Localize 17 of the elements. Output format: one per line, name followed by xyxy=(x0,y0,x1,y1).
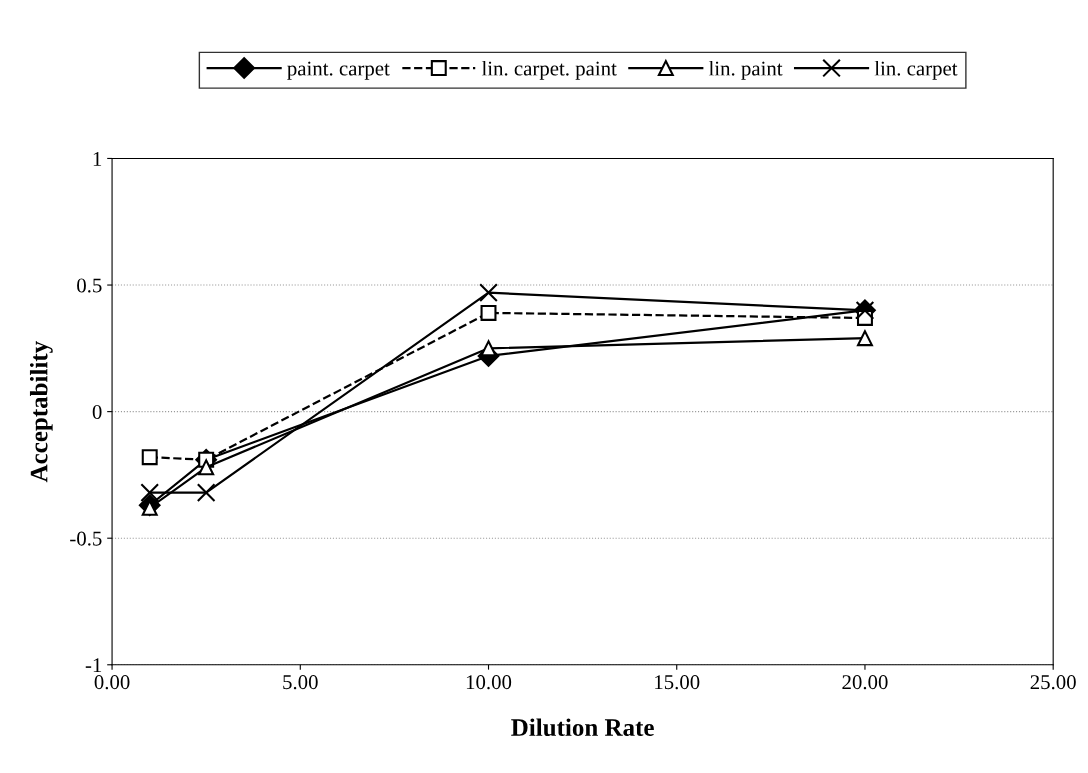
legend-label: paint. carpet xyxy=(287,61,390,80)
x-tick-label: 25.00 xyxy=(1030,675,1076,690)
y-axis-title: Acceptability xyxy=(29,341,53,483)
legend-label: lin. carpet. paint xyxy=(481,60,617,80)
y-tick-label: -1 xyxy=(85,658,102,673)
x-axis-title: Dilution Rate xyxy=(511,718,654,737)
y-tick-label: 0.5 xyxy=(77,278,102,293)
x-tick-label: 5.00 xyxy=(283,675,318,690)
x-tick-label: 0.00 xyxy=(94,675,130,690)
y-tick-label: 1 xyxy=(93,151,102,166)
x-tick-label: 20.00 xyxy=(842,675,888,690)
y-tick-label: -0.5 xyxy=(70,531,102,546)
y-tick-label: 0 xyxy=(92,405,102,420)
x-tick-label: 10.00 xyxy=(466,675,512,690)
x-tick-label: 15.00 xyxy=(655,675,700,690)
legend-label: lin. paint xyxy=(708,60,783,80)
legend-label: lin. carpet xyxy=(874,60,958,80)
